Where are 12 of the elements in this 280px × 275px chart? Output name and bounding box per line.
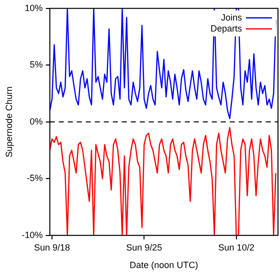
x-tick-label: Sun 9/18: [34, 242, 70, 252]
x-tick-label: Sun 10/2: [218, 242, 254, 252]
y-axis-title: Supernode Churn: [4, 86, 14, 158]
legend-label: Departs: [210, 23, 242, 34]
x-axis-title: Date (noon UTC): [130, 260, 198, 270]
legend-label: Joins: [220, 12, 242, 22]
x-tick-label: Sun 9/25: [126, 242, 162, 252]
y-tick-label: 5%: [30, 60, 43, 70]
y-tick-label: -10%: [22, 230, 43, 240]
y-tick-label: 10%: [24, 2, 43, 13]
y-tick-label: 0%: [30, 116, 43, 126]
y-tick-label: -5%: [26, 173, 43, 184]
